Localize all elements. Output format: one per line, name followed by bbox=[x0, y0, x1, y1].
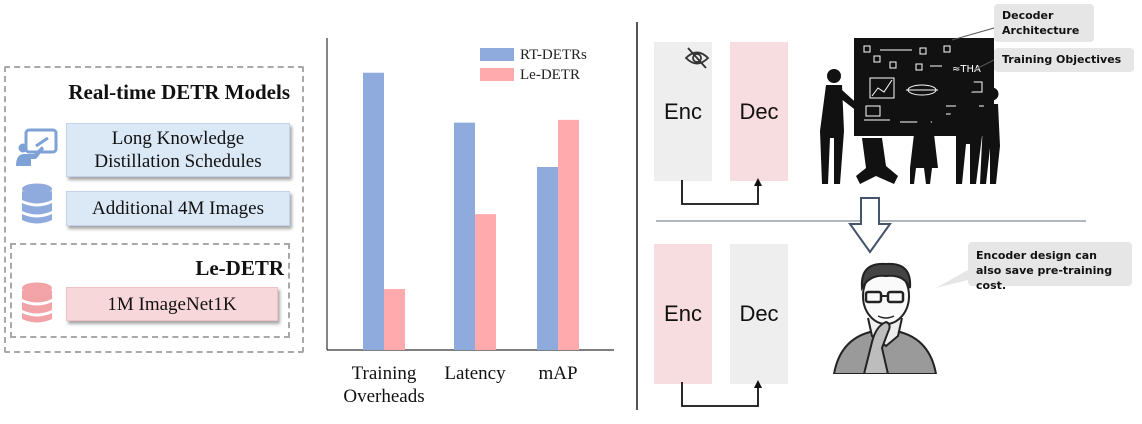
legend-swatch-1 bbox=[480, 68, 514, 81]
bar-le-detr-1 bbox=[475, 214, 496, 350]
training-callout-pointer bbox=[973, 59, 995, 71]
presentation-icon bbox=[16, 128, 58, 166]
bottom-encoder-block: Enc bbox=[654, 244, 712, 384]
blackboard-text: ≈THA bbox=[952, 64, 981, 75]
le-detr-box bbox=[10, 243, 290, 338]
decoder-callout-pointer bbox=[951, 27, 995, 41]
thinking-person-illustration bbox=[832, 262, 938, 374]
training-objectives-callout: Training Objectives bbox=[994, 48, 1134, 72]
bar-le-detr-2 bbox=[558, 119, 579, 350]
decoder-architecture-callout: Decoder Architecture bbox=[994, 4, 1094, 42]
database-icon bbox=[22, 282, 52, 323]
down-arrow-icon bbox=[848, 197, 892, 254]
x-tick-label-2-0: mAP bbox=[538, 363, 577, 384]
real-time-detr-models-box bbox=[4, 66, 304, 353]
panel-divider bbox=[636, 22, 638, 410]
bottom-decoder-label: Dec bbox=[739, 301, 779, 326]
eye-slash-icon bbox=[684, 47, 710, 69]
legend-label-0: RT-DETRs bbox=[520, 47, 587, 63]
top-decoder-block: Dec bbox=[730, 42, 788, 181]
additional-4m-images-chip: Additional 4M Images bbox=[66, 191, 290, 226]
bottom-encoder-label: Enc bbox=[664, 301, 702, 326]
le-detr-title: Le-DETR bbox=[195, 256, 284, 280]
bar-rt-detrs-1 bbox=[454, 122, 475, 351]
legend-swatch-0 bbox=[480, 48, 514, 61]
database-icon bbox=[22, 183, 52, 224]
team-blackboard-illustration: ≈THA bbox=[820, 38, 1000, 184]
long-kd-schedules-chip: Long Knowledge Distillation Schedules bbox=[66, 123, 290, 177]
top-feedback-arrow bbox=[681, 178, 762, 205]
legend-label-1: Le-DETR bbox=[520, 67, 580, 83]
bar-rt-detrs-2 bbox=[537, 167, 558, 350]
x-tick-label-0-1: Overheads bbox=[343, 386, 424, 407]
encoder-callout-pointer bbox=[936, 270, 968, 288]
top-decoder-label: Dec bbox=[739, 98, 779, 124]
imagenet1k-chip: 1M ImageNet1K bbox=[66, 287, 278, 321]
x-tick-label-0-0: Training bbox=[352, 363, 417, 384]
real-time-detr-models-title: Real-time DETR Models bbox=[68, 80, 290, 104]
bottom-feedback-arrow bbox=[681, 380, 762, 407]
top-encoder-label: Enc bbox=[664, 98, 702, 124]
x-tick-label-1-0: Latency bbox=[444, 363, 506, 384]
bar-rt-detrs-0 bbox=[363, 72, 384, 351]
bottom-decoder-block: Dec bbox=[730, 244, 788, 384]
encoder-design-callout: Encoder design can also save pre-trainin… bbox=[968, 242, 1132, 292]
bar-le-detr-0 bbox=[384, 289, 405, 350]
